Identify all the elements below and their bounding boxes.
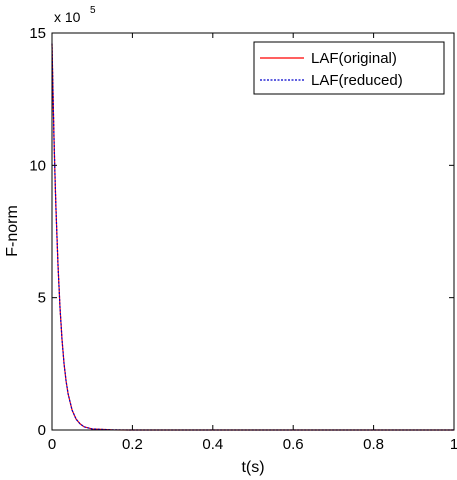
y-axis-label: F-norm [4, 205, 21, 257]
x-tick-label-0: 0 [48, 436, 56, 453]
y-tick-label-2: 10 [29, 157, 46, 174]
x-axis-label: t(s) [241, 459, 264, 476]
y-tick-label-1: 5 [38, 290, 46, 307]
x-tick-label-1: 0.2 [122, 436, 143, 453]
plot-frame [51, 32, 455, 431]
x-tick-label-4: 0.8 [363, 436, 384, 453]
y-tick-label-3: 15 [29, 25, 46, 42]
plot-area [52, 33, 454, 430]
legend-box [253, 41, 445, 95]
x-tick-label-5: 1 [450, 436, 457, 453]
y-multiplier-base: x 10 [54, 9, 81, 25]
x-tick-label-3: 0.6 [283, 436, 304, 453]
y-tick-label-0: 0 [38, 422, 46, 439]
x-tick-label-2: 0.4 [202, 436, 223, 453]
legend: LAF(original) LAF(reduced) [253, 41, 445, 95]
legend-label-reduced: LAF(reduced) [311, 72, 403, 89]
legend-label-original: LAF(original) [311, 50, 397, 67]
y-multiplier-exponent: 5 [90, 5, 96, 16]
